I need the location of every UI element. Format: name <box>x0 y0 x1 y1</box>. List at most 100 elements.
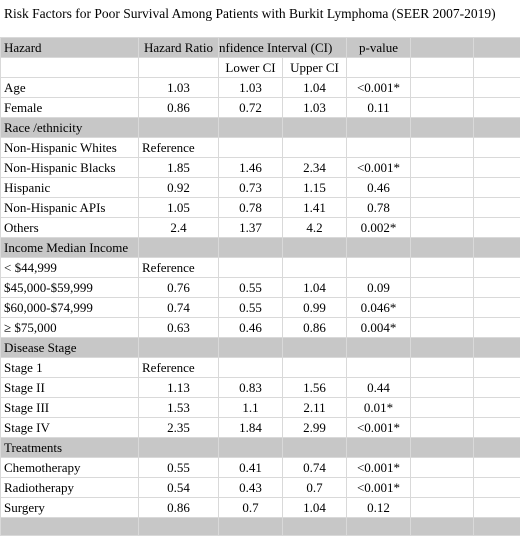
empty-cell <box>411 78 474 98</box>
hazard-ratio-cell: 0.55 <box>139 458 219 478</box>
upper-ci-cell: 0.7 <box>283 478 347 498</box>
empty-cell <box>219 358 283 378</box>
empty-cell <box>474 298 520 318</box>
section-empty-cell <box>219 118 283 138</box>
hazard-ratio-cell: 0.76 <box>139 278 219 298</box>
header-upper-ci: Upper CI <box>283 58 347 78</box>
upper-ci-cell: 1.56 <box>283 378 347 398</box>
upper-ci-cell: 2.99 <box>283 418 347 438</box>
p-value-cell: 0.12 <box>347 498 411 518</box>
row-label: Surgery <box>1 498 139 518</box>
p-value-cell: <0.001* <box>347 478 411 498</box>
hazard-ratio-cell: 0.86 <box>139 98 219 118</box>
section-empty-cell <box>474 238 520 258</box>
p-value-cell: 0.01* <box>347 398 411 418</box>
upper-ci-cell: 1.15 <box>283 178 347 198</box>
row-label: Stage 1 <box>1 358 139 378</box>
empty-cell <box>474 318 520 338</box>
hazard-ratio-cell: 0.92 <box>139 178 219 198</box>
row-label: Female <box>1 98 139 118</box>
empty-cell <box>474 218 520 238</box>
section-empty-cell <box>347 118 411 138</box>
empty-cell <box>474 458 520 478</box>
header-hazard: Hazard <box>1 38 139 58</box>
empty-cell <box>411 318 474 338</box>
lower-ci-cell: 0.72 <box>219 98 283 118</box>
empty-cell <box>411 498 474 518</box>
empty-cell <box>347 518 411 536</box>
section-empty-cell <box>219 238 283 258</box>
section-empty-cell <box>139 118 219 138</box>
row-label: Radiotherapy <box>1 478 139 498</box>
empty-cell <box>283 518 347 536</box>
empty-cell <box>474 178 520 198</box>
lower-ci-cell: 1.1 <box>219 398 283 418</box>
hazard-ratio-cell: 1.53 <box>139 398 219 418</box>
section-empty-cell <box>411 238 474 258</box>
section-empty-cell <box>411 338 474 358</box>
upper-ci-cell: 2.11 <box>283 398 347 418</box>
header-empty-cell <box>411 38 474 58</box>
lower-ci-cell: 0.7 <box>219 498 283 518</box>
empty-cell <box>1 518 139 536</box>
row-label: $45,000-$59,999 <box>1 278 139 298</box>
section-header-row: Treatments <box>1 438 520 458</box>
empty-cell <box>283 138 347 158</box>
empty-cell <box>474 498 520 518</box>
lower-ci-cell: 1.37 <box>219 218 283 238</box>
empty-cell <box>411 278 474 298</box>
empty-cell <box>347 358 411 378</box>
empty-cell <box>411 458 474 478</box>
hazard-ratio-cell: 0.74 <box>139 298 219 318</box>
row-label: < $44,999 <box>1 258 139 278</box>
empty-cell <box>411 178 474 198</box>
upper-ci-cell: 1.04 <box>283 78 347 98</box>
empty-cell <box>219 138 283 158</box>
p-value-cell: 0.002* <box>347 218 411 238</box>
p-value-cell: <0.001* <box>347 158 411 178</box>
lower-ci-cell: 0.83 <box>219 378 283 398</box>
section-empty-cell <box>283 438 347 458</box>
empty-cell <box>411 478 474 498</box>
p-value-cell: 0.44 <box>347 378 411 398</box>
row-label: Non-Hispanic Blacks <box>1 158 139 178</box>
subheader-empty-cell <box>139 58 219 78</box>
section-label: Income Median Income <box>1 238 139 258</box>
subheader-empty-cell <box>474 58 520 78</box>
p-value-cell: 0.78 <box>347 198 411 218</box>
header-row: Hazard Hazard Ratio nfidence Interval (C… <box>1 38 520 58</box>
upper-ci-cell: 4.2 <box>283 218 347 238</box>
subheader-empty-cell <box>347 58 411 78</box>
empty-cell <box>139 518 219 536</box>
section-empty-cell <box>283 118 347 138</box>
lower-ci-cell: 0.46 <box>219 318 283 338</box>
empty-cell <box>283 258 347 278</box>
header-confidence-interval: nfidence Interval (CI) <box>219 38 347 58</box>
row-label: $60,000-$74,999 <box>1 298 139 318</box>
section-header-row: Disease Stage <box>1 338 520 358</box>
lower-ci-cell: 0.41 <box>219 458 283 478</box>
p-value-cell: 0.46 <box>347 178 411 198</box>
row-label: Age <box>1 78 139 98</box>
row-label: Stage IV <box>1 418 139 438</box>
subheader-row: Lower CI Upper CI <box>1 58 520 78</box>
row-label: Non-Hispanic APIs <box>1 198 139 218</box>
section-empty-cell <box>347 338 411 358</box>
empty-cell <box>474 478 520 498</box>
p-value-cell: <0.001* <box>347 418 411 438</box>
upper-ci-cell: 1.03 <box>283 98 347 118</box>
subheader-empty-cell <box>411 58 474 78</box>
risk-factor-table: Hazard Hazard Ratio nfidence Interval (C… <box>0 37 520 536</box>
hazard-ratio-cell: 1.85 <box>139 158 219 178</box>
empty-cell <box>474 378 520 398</box>
empty-cell <box>283 358 347 378</box>
hazard-ratio-cell: 1.03 <box>139 78 219 98</box>
